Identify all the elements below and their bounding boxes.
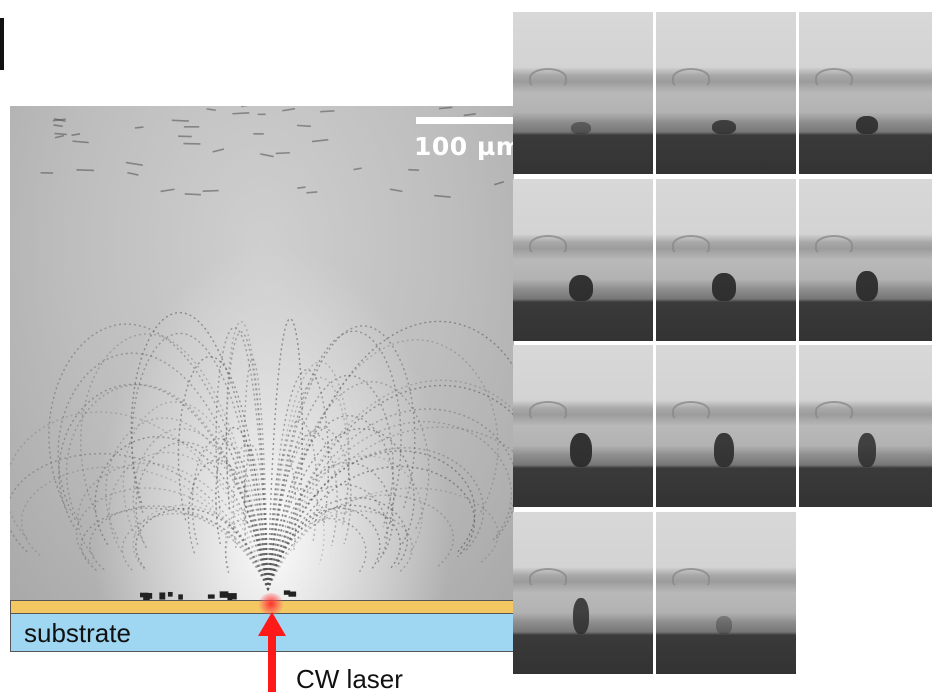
meniscus <box>815 235 853 255</box>
panel-corner-mark <box>0 18 4 70</box>
meniscus <box>529 568 567 588</box>
particle-streak <box>161 189 175 191</box>
particle-streak <box>76 170 94 171</box>
streamline <box>10 412 268 590</box>
streamline <box>227 332 268 590</box>
particle-streak <box>260 154 273 157</box>
streamline <box>132 333 268 590</box>
particle-streak <box>312 140 328 142</box>
meniscus <box>672 401 710 421</box>
particle-streak <box>55 136 64 138</box>
streamline <box>268 505 400 590</box>
meniscus <box>815 401 853 421</box>
particle-streak <box>135 127 144 128</box>
main-scale-bar <box>416 117 514 124</box>
streamline <box>268 463 393 590</box>
meniscus <box>529 235 567 255</box>
vapor-bubble <box>712 120 736 134</box>
particle-streak <box>276 153 290 154</box>
particle-streak <box>232 113 249 114</box>
streamline <box>122 514 268 590</box>
laser-arrow-icon <box>256 612 288 692</box>
time-frame <box>656 512 796 674</box>
particle-streak <box>126 163 143 166</box>
particle-streak <box>354 168 362 170</box>
streamline <box>268 382 429 590</box>
particle-cluster <box>168 592 173 597</box>
particle-streak <box>297 187 305 188</box>
streamline <box>78 463 268 590</box>
particle-streak <box>185 194 201 195</box>
particle-streak <box>297 125 311 126</box>
particle-streak <box>53 125 62 126</box>
particle-cluster <box>284 590 290 594</box>
time-frame <box>513 12 653 174</box>
vapor-bubble <box>569 275 593 301</box>
vapor-bubble <box>573 598 589 634</box>
particle-streak <box>307 192 318 193</box>
vapor-bubble <box>856 116 878 134</box>
meniscus <box>815 68 853 88</box>
time-frame <box>656 179 796 341</box>
meniscus <box>672 235 710 255</box>
particle-streak <box>72 134 81 135</box>
time-frame <box>513 512 653 674</box>
particle-flow-micrograph <box>10 106 514 600</box>
particle-cluster <box>208 594 215 598</box>
substrate-label: substrate <box>24 618 131 649</box>
streamline <box>81 334 268 590</box>
particle-cluster <box>220 591 229 597</box>
particle-streak <box>408 170 419 171</box>
meniscus <box>529 68 567 88</box>
time-frame <box>513 179 653 341</box>
vapor-bubble <box>716 616 732 634</box>
streamline <box>268 377 349 590</box>
particle-streak <box>172 120 189 121</box>
meniscus <box>672 568 710 588</box>
streamline <box>178 357 268 590</box>
particle-streak <box>207 109 216 110</box>
particle-cluster <box>178 594 183 599</box>
laser-label: CW laser <box>296 664 403 695</box>
particle-streak <box>54 133 66 134</box>
particle-streak <box>127 173 138 175</box>
streamline <box>268 488 498 590</box>
vapor-bubble <box>712 273 736 301</box>
particle-streak <box>439 107 452 108</box>
vapor-bubble <box>570 433 592 467</box>
particle-streak <box>213 149 224 152</box>
particle-cluster <box>159 592 165 599</box>
vapor-bubble <box>571 122 591 134</box>
flow-streamlines <box>10 106 514 600</box>
particle-streak <box>203 191 219 192</box>
vapor-bubble <box>856 271 878 301</box>
time-frame <box>656 12 796 174</box>
particle-streak <box>464 114 476 116</box>
main-scale-label: 100 µm <box>414 132 514 161</box>
particle-streak <box>320 111 334 112</box>
streamline <box>109 452 268 590</box>
vapor-bubble <box>714 433 734 467</box>
streamline <box>67 385 268 590</box>
time-frame <box>513 345 653 507</box>
particle-streak <box>390 189 402 191</box>
streamline <box>268 466 475 590</box>
meniscus <box>529 401 567 421</box>
time-frame <box>799 12 932 174</box>
particle-streak <box>434 196 450 198</box>
vapor-bubble <box>858 433 876 467</box>
particle-streak <box>282 109 295 111</box>
streamline <box>268 321 514 590</box>
time-frame <box>799 345 932 507</box>
streamline <box>58 353 268 590</box>
meniscus <box>672 68 710 88</box>
streamline <box>268 519 366 590</box>
particle-streak <box>72 141 88 142</box>
time-frame <box>656 345 796 507</box>
time-frame <box>799 179 932 341</box>
particle-streak <box>494 182 504 185</box>
